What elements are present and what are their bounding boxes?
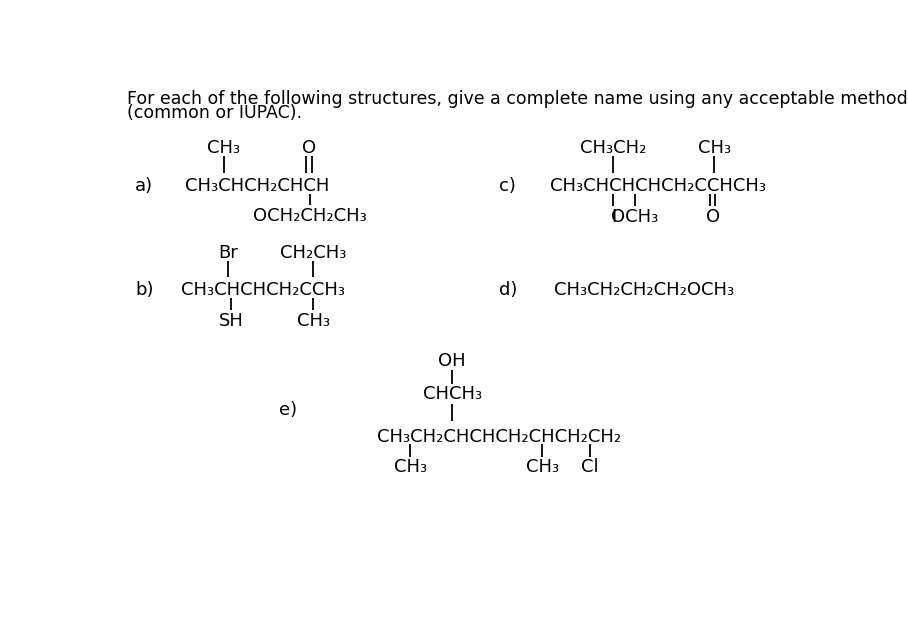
Text: For each of the following structures, give a complete name using any acceptable : For each of the following structures, gi… bbox=[127, 90, 908, 108]
Text: b): b) bbox=[135, 281, 153, 299]
Text: Cl: Cl bbox=[581, 458, 599, 476]
Text: OH: OH bbox=[439, 352, 466, 370]
Text: Br: Br bbox=[218, 245, 238, 263]
Text: CH₃: CH₃ bbox=[526, 458, 558, 476]
Text: CH₃CHCHCHCH₂CCHCH₃: CH₃CHCHCHCH₂CCHCH₃ bbox=[550, 177, 766, 195]
Text: c): c) bbox=[499, 177, 517, 195]
Text: a): a) bbox=[135, 177, 153, 195]
Text: CH₃: CH₃ bbox=[207, 139, 240, 157]
Text: O: O bbox=[301, 139, 316, 157]
Text: CH₃CHCHCH₂CCH₃: CH₃CHCHCH₂CCH₃ bbox=[181, 281, 345, 299]
Text: CH₃: CH₃ bbox=[697, 139, 731, 157]
Text: CH₃CHCH₂CHCH: CH₃CHCH₂CHCH bbox=[184, 177, 329, 195]
Text: (common or IUPAC).: (common or IUPAC). bbox=[127, 104, 302, 122]
Text: CH₃: CH₃ bbox=[394, 458, 427, 476]
Text: CHCH₃: CHCH₃ bbox=[422, 385, 482, 403]
Text: CH₃CH₂: CH₃CH₂ bbox=[580, 139, 646, 157]
Text: CH₃CH₂CHCHCH₂CHCH₂CH₂: CH₃CH₂CHCHCH₂CHCH₂CH₂ bbox=[377, 428, 621, 446]
Text: CH₃CH₂CH₂CH₂OCH₃: CH₃CH₂CH₂CH₂OCH₃ bbox=[554, 281, 735, 299]
Text: O: O bbox=[706, 208, 720, 226]
Text: SH: SH bbox=[219, 312, 243, 330]
Text: CH₂CH₃: CH₂CH₃ bbox=[281, 245, 347, 263]
Text: OCH₃: OCH₃ bbox=[611, 208, 658, 226]
Text: OCH₂CH₂CH₃: OCH₂CH₂CH₃ bbox=[252, 207, 367, 225]
Text: e): e) bbox=[279, 401, 297, 419]
Text: CH₃: CH₃ bbox=[297, 312, 330, 330]
Text: I: I bbox=[611, 208, 616, 226]
Text: d): d) bbox=[499, 281, 518, 299]
